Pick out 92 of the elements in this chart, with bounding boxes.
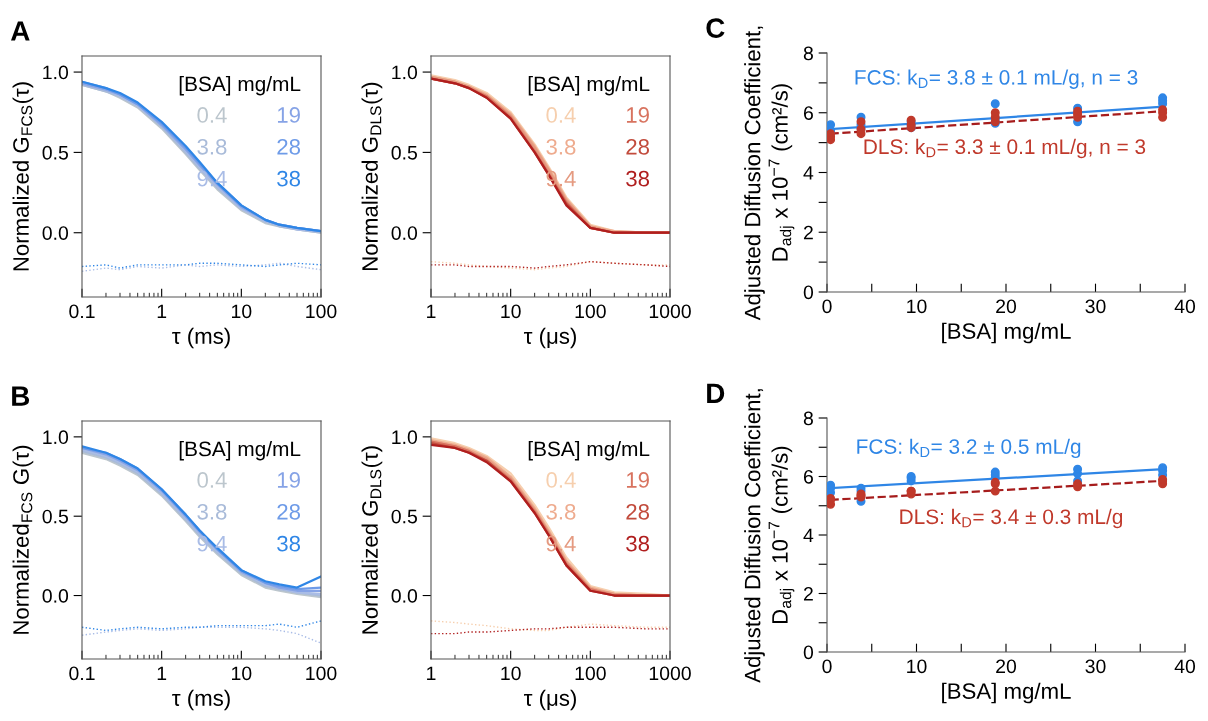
series-label: 3.8 [197,138,227,155]
y-axis-title: Normalized G$_{DLS}$(τ) [361,82,383,271]
series-label: 0.4 [197,472,227,488]
x-axis-title: τ (ms) [172,689,230,711]
y-tick-label: 1.0 [43,65,69,80]
x-tick-label: 100 [575,666,606,681]
y-tick-label: 0.5 [42,509,68,524]
x-tick-label: 40 [1174,659,1196,674]
y-tick-label: 0.5 [391,145,417,160]
y-tick-label: 1.0 [392,430,418,445]
legend-title: [BSA] mg/mL [528,441,650,461]
y-tick-label: 8 [803,411,813,426]
x-tick-label: 10 [501,666,521,681]
x-tick-label: 0 [822,299,832,314]
x-tick-label: 10 [907,299,927,314]
legend-title: [BSA] mg/mL [179,76,301,96]
y-tick-label: 6 [803,106,813,120]
y-tick-label: 8 [803,46,813,61]
legend-title: [BSA] mg/mL [528,76,650,96]
text: D [707,383,725,403]
y-tick-label: 4 [803,528,814,543]
y-tick-label: 2 [803,225,813,240]
x-tick-label: 1000 [649,304,691,319]
series-label: 38 [626,535,650,552]
y-tick-label: 0 [803,645,814,660]
y-tick-label: 0.0 [42,226,69,240]
y-tick-label: 0.0 [391,589,418,603]
x-tick-label: 1 [427,666,436,681]
y-tick-label: 0.5 [42,145,68,160]
annotation: DLS: k$_{D}$= 3.4 ± 0.3 mL/g [900,508,1123,529]
series-label: 3.8 [197,503,227,520]
x-tick-label: 1 [427,304,436,319]
x-axis-title: τ (μs) [523,327,576,349]
x-axis-title: τ (ms) [172,327,230,349]
text: 28 [626,138,650,155]
x-tick-label: 20 [996,659,1017,674]
y-tick-label: 1.0 [392,65,418,80]
x-tick-label: 10 [907,659,927,674]
text: 19 [277,472,300,488]
text: 19 [626,472,649,488]
x-tick-label: 100 [306,666,337,681]
series-label: 0.4 [546,107,576,123]
text: B [12,386,30,406]
x-tick-label: 100 [575,304,606,319]
x-tick-label: 1 [157,666,167,681]
text: 28 [277,138,301,155]
text: 19 [626,107,649,123]
y-tick-label: 0.0 [391,226,418,240]
series-label: 3.8 [546,503,576,520]
y-tick-label: 1.0 [43,430,69,445]
x-axis-title: τ (μs) [523,689,576,711]
x-axis-title: [BSA] mg/mL [942,322,1071,344]
text: 28 [277,503,301,520]
annotation: FCS: k$_{D}$= 3.8 ± 0.1 mL/g, n = 3 [855,69,1138,89]
x-tick-label: 20 [996,299,1017,314]
x-tick-label: 0.1 [69,666,95,681]
y-tick-label: 6 [803,469,813,484]
series-label: 38 [277,535,301,552]
y-axis-title: Adjusted Diffusion Coefficient, D$_{adj}$ x 10$^{−7}$ (cm²/s) [744,26,795,321]
x-tick-label: 0.1 [69,304,95,319]
legend-title: [BSA] mg/mL [179,441,301,461]
x-tick-label: 10 [232,666,252,681]
y-tick-label: 0 [803,285,814,300]
y-tick-label: 4 [803,166,814,180]
y-tick-label: 0.0 [42,589,69,603]
y-axis-title: Adjusted Diffusion Coefficient, D$_{adj}$ x 10$^{−7}$ (cm²/s) [744,389,795,683]
x-tick-label: 1 [157,304,167,319]
y-axis-title: Normalized G$_{DLS}$(τ) [361,446,383,634]
x-axis-title: [BSA] mg/mL [942,682,1071,704]
series-label: 38 [277,170,301,187]
x-tick-label: 30 [1085,659,1106,674]
x-tick-label: 1000 [649,666,691,681]
text: 19 [277,107,300,123]
x-tick-label: 10 [232,304,252,319]
series-label: 3.8 [546,138,576,155]
y-axis-title: Normalized$_{FCS}$ G(τ) [12,445,34,634]
x-tick-label: 100 [306,304,337,319]
y-axis-title: Normalized G$_{FCS}$(τ) [12,82,34,271]
annotation: DLS: k$_{D}$= 3.3 ± 0.1 mL/g, n = 3 [864,138,1146,159]
text: C [706,18,725,38]
x-tick-label: 0 [822,659,832,674]
text: 28 [626,503,650,520]
y-tick-label: 2 [803,586,813,601]
series-label: 0.4 [197,107,227,123]
text: 38 [626,170,650,187]
x-tick-label: 10 [501,304,521,319]
text: A [10,21,30,41]
x-tick-label: 30 [1085,299,1106,314]
y-tick-label: 0.5 [391,509,417,524]
series-label: 0.4 [546,472,576,488]
annotation: FCS: k$_{D}$= 3.2 ± 0.5 mL/g [857,438,1081,459]
x-tick-label: 40 [1174,299,1196,314]
